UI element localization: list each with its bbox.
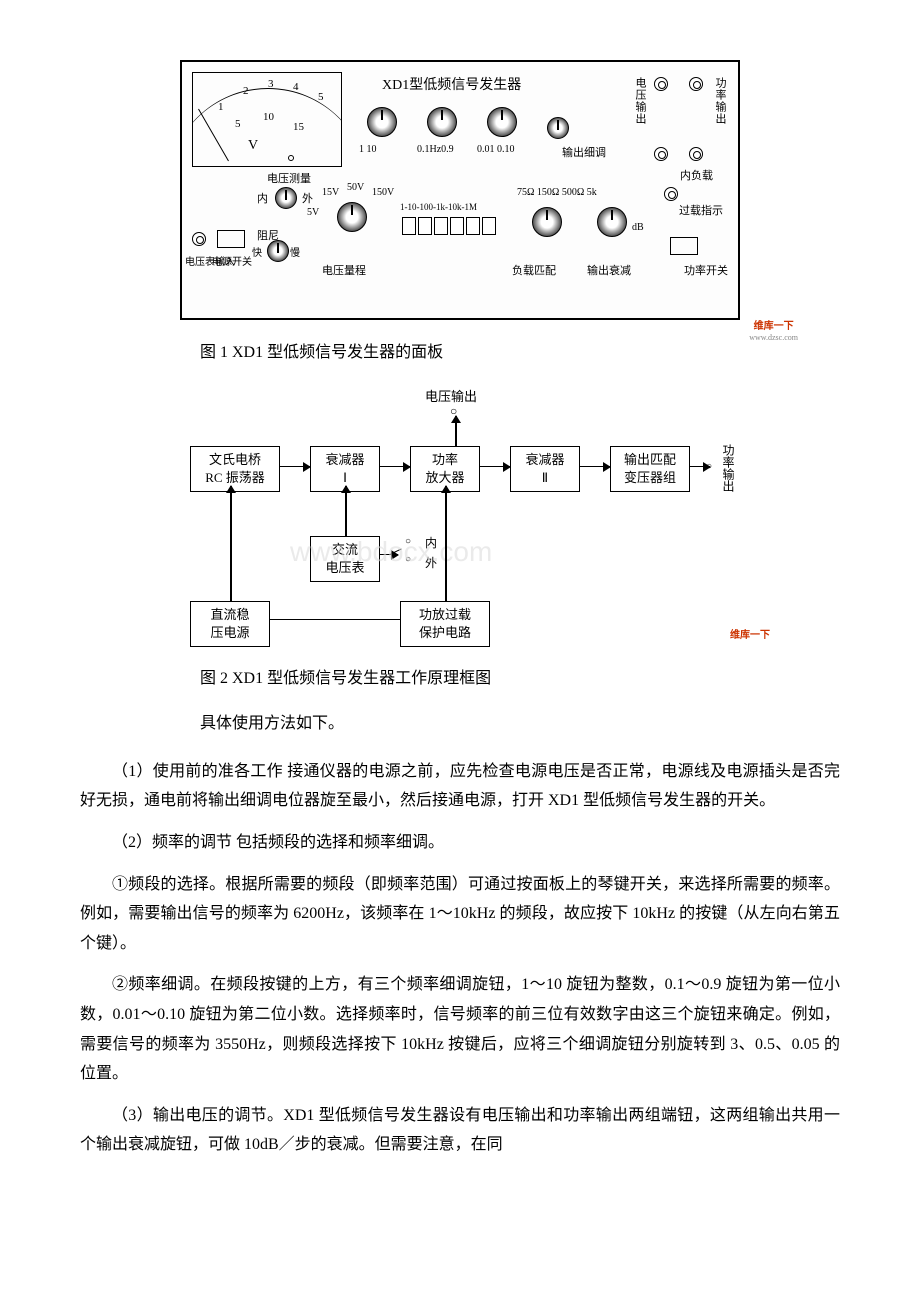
paragraph-5: （3）输出电压的调节。XD1 型低频信号发生器设有电压输出和功率输出两组端钮，这… xyxy=(80,1101,840,1160)
power-switch-right-label: 功率开关 xyxy=(684,262,728,278)
power-switch-left-label: 电源开关 xyxy=(212,257,252,269)
output-fine-label: 输出细调 xyxy=(562,144,606,160)
overload-label: 过载指示 xyxy=(679,202,723,218)
dial-001-label: 0.01 0.10 xyxy=(477,144,515,155)
voltage-range-label: 电压量程 xyxy=(322,262,366,278)
paragraph-1: （1）使用前的准各工作 接通仪器的电源之前，应先检查电源电压是否正常，电源线及电… xyxy=(80,757,840,816)
inner-load-label: 内负载 xyxy=(680,167,713,183)
meter-sub-15: 15 xyxy=(293,121,304,133)
panel-title: XD1型低频信号发生器 xyxy=(382,74,521,94)
paragraph-2: （2）频率的调节 包括频段的选择和频率细调。 xyxy=(80,828,840,858)
freq-knob-3[interactable] xyxy=(487,107,517,137)
voltage-out-terminal-1[interactable] xyxy=(654,77,668,91)
arrow-4 xyxy=(580,466,610,468)
output-match-block: 输出匹配 变压器组 xyxy=(610,446,690,492)
overload-block: 功放过载 保护电路 xyxy=(400,601,490,647)
arrow-1 xyxy=(280,466,310,468)
meter-unit: V xyxy=(248,138,258,154)
atten2-block: 衰减器 Ⅱ xyxy=(510,446,580,492)
voltmeter-input-terminal[interactable] xyxy=(192,232,206,246)
impedance-label: 75Ω 150Ω 500Ω 5k xyxy=(517,187,597,198)
dial-01-label: 0.1Hz0.9 xyxy=(417,144,454,155)
arrow-2 xyxy=(380,466,410,468)
arrow-overload xyxy=(445,486,447,601)
load-match-label: 负载匹配 xyxy=(512,262,556,278)
arrow-vout xyxy=(455,416,457,446)
load-match-knob[interactable] xyxy=(532,207,562,237)
meter-mark-4: 4 xyxy=(293,81,299,93)
power-out-terminal-2[interactable] xyxy=(689,147,703,161)
meter-sub-10: 10 xyxy=(263,111,274,123)
power-out-label-2: 功率输出 xyxy=(721,444,735,495)
paragraph-3: ①频段的选择。根据所需要的频段（即频率范围）可通过按面板上的琴键开关，来选择所需… xyxy=(80,870,840,959)
figure-2-container: 电压输出 ○ 文氏电桥 RC 振荡器 衰减器 Ⅰ 功率 放大器 衰减器 Ⅱ 输出… xyxy=(80,386,840,646)
logo-1: 维库一下 www.dzsc.com xyxy=(749,317,798,343)
damping-knob[interactable] xyxy=(267,240,289,262)
button-labels: 1-10-100-1k-10k-1M xyxy=(400,202,477,212)
voltage-out-terminal-2[interactable] xyxy=(654,147,668,161)
range-15v: 15V xyxy=(322,187,339,198)
output-fine-knob[interactable] xyxy=(547,117,569,139)
intro-text: 具体使用方法如下。 xyxy=(200,711,840,737)
inner-load-terminal[interactable] xyxy=(664,187,678,201)
inner-label: 内 xyxy=(257,190,268,206)
voltage-out-label-2: 电压输出 xyxy=(425,386,477,405)
meter-mark-2: 2 xyxy=(243,85,249,97)
meter-mark-5: 5 xyxy=(318,91,324,103)
voltage-range-knob[interactable] xyxy=(337,202,367,232)
meter-sub-5: 5 xyxy=(235,118,241,130)
meter-mark-3: 3 xyxy=(268,78,274,90)
logo-2: 维库一下 xyxy=(730,626,770,641)
freq-knob-2[interactable] xyxy=(427,107,457,137)
slow-label: 慢 xyxy=(290,244,300,259)
figure-1-caption: 图 1 XD1 型低频信号发生器的面板 xyxy=(200,340,840,366)
measure-switch-knob[interactable] xyxy=(275,187,297,209)
line-dc-overload xyxy=(270,619,400,621)
paragraph-4: ②频率细调。在频段按键的上方，有三个频率细调旋钮，1～10 旋钮为整数，0.1～… xyxy=(80,970,840,1088)
meter-mark-1: 1 xyxy=(218,101,224,113)
dc-power-block: 直流稳 压电源 xyxy=(190,601,270,647)
range-50v: 50V xyxy=(347,182,364,193)
inner-label-2: 内 xyxy=(425,534,437,551)
range-150v: 150V xyxy=(372,187,394,198)
voltage-measure-label: 电压测量 xyxy=(267,170,311,186)
arrow-5 xyxy=(690,466,710,468)
arrow-meter xyxy=(380,554,398,556)
fast-label: 快 xyxy=(252,244,262,259)
figure-1-container: 1 2 3 4 5 5 10 15 V XD1型低频信号发生器 1 10 0.1… xyxy=(80,60,840,320)
output-atten-knob[interactable] xyxy=(597,207,627,237)
power-out-label: 功率输出 xyxy=(712,77,728,125)
range-5v: 5V xyxy=(307,207,319,218)
outer-label-2: 外 xyxy=(425,554,437,571)
arrow-3 xyxy=(480,466,510,468)
arrow-dc xyxy=(230,486,232,601)
outer-label: 外 xyxy=(302,190,313,206)
voltage-out-label: 电压输出 xyxy=(632,77,648,125)
dial-1-10-label: 1 10 xyxy=(359,144,377,155)
freq-knob-1[interactable] xyxy=(367,107,397,137)
panel-diagram: 1 2 3 4 5 5 10 15 V XD1型低频信号发生器 1 10 0.1… xyxy=(180,60,740,320)
analog-meter: 1 2 3 4 5 5 10 15 V xyxy=(192,72,342,167)
power-out-terminal-1[interactable] xyxy=(689,77,703,91)
freq-band-buttons[interactable] xyxy=(402,217,496,235)
db-label: dB xyxy=(632,222,644,233)
power-switch-right[interactable] xyxy=(670,237,698,255)
power-switch-left[interactable] xyxy=(217,230,245,248)
figure-2-caption: 图 2 XD1 型低频信号发生器工作原理框图 xyxy=(200,666,840,692)
output-atten-label: 输出衰减 xyxy=(587,262,631,278)
ac-meter-block: 交流 电压表 xyxy=(310,536,380,582)
block-diagram: 电压输出 ○ 文氏电桥 RC 振荡器 衰减器 Ⅰ 功率 放大器 衰减器 Ⅱ 输出… xyxy=(190,386,730,646)
arrow-atten-up xyxy=(345,486,347,536)
